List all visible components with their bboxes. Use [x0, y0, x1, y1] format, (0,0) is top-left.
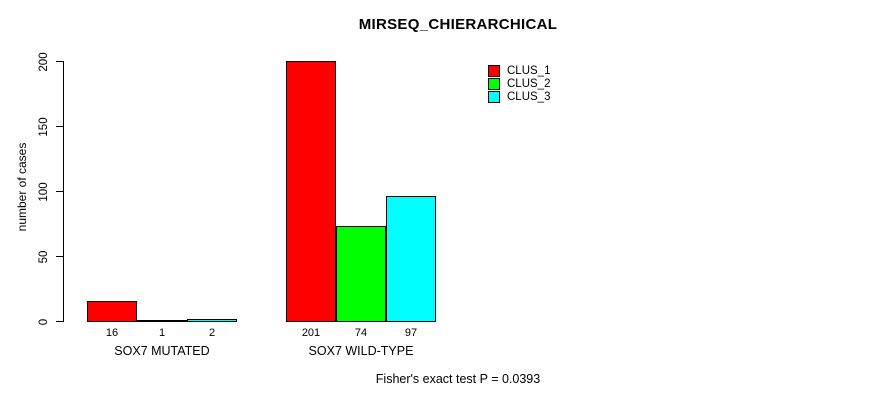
y-axis-tick [56, 191, 63, 192]
y-axis-tick-label: 50 [38, 250, 50, 263]
legend-label: CLUS_3 [507, 90, 551, 103]
y-axis-tick-label: 200 [38, 51, 50, 72]
y-axis-tick [56, 61, 63, 62]
bar-value-label: 74 [354, 327, 368, 339]
legend-row-clus_3: CLUS_3 [488, 90, 550, 103]
y-axis-tick [56, 126, 63, 127]
y-axis-label: number of cases [15, 142, 29, 232]
legend-swatch-clus_1 [488, 64, 500, 77]
category-label: SOX7 WILD-TYPE [308, 344, 414, 358]
bar-clus_2-2 [336, 226, 386, 322]
legend-row-clus_2: CLUS_2 [488, 77, 550, 90]
bar-value-label: 97 [404, 327, 418, 339]
legend-label: CLUS_1 [507, 64, 551, 77]
y-axis-tick-label: 100 [38, 181, 50, 202]
y-axis-line [63, 61, 64, 322]
stat-annotation: Fisher's exact test P = 0.0393 [375, 372, 541, 386]
bar-clus_3-1 [187, 319, 237, 322]
bar-value-label: 2 [208, 327, 216, 339]
bar-value-label: 1 [158, 327, 166, 339]
y-axis-tick-label: 0 [38, 318, 50, 325]
bar-value-label: 201 [301, 327, 321, 339]
legend-swatch-clus_3 [488, 90, 500, 103]
bar-clus_1-2 [286, 61, 336, 322]
bar-clus_2-1 [137, 320, 187, 322]
legend: CLUS_1 CLUS_2 CLUS_3 [488, 64, 550, 103]
y-axis-tick [56, 256, 63, 257]
chart-title: MIRSEQ_CHIERARCHICAL [358, 16, 558, 33]
bar-value-label: 16 [105, 327, 119, 339]
category-label: SOX7 MUTATED [114, 344, 210, 358]
legend-swatch-clus_2 [488, 77, 500, 90]
legend-label: CLUS_2 [507, 77, 551, 90]
y-axis-tick-label: 150 [38, 116, 50, 137]
y-axis-tick [56, 321, 63, 322]
bar-clus_1-1 [87, 301, 137, 322]
legend-row-clus_1: CLUS_1 [488, 64, 550, 77]
bar-clus_3-2 [386, 196, 436, 322]
